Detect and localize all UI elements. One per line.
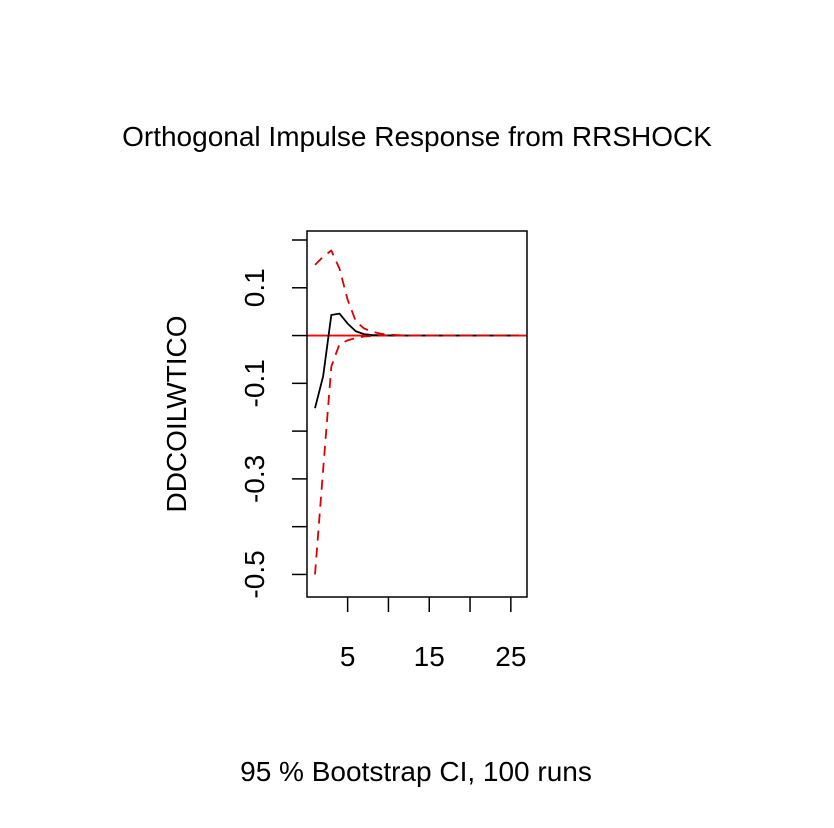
x-axis: 5 15 25 [340, 597, 526, 672]
plot-frame [306, 230, 528, 598]
y-tick-label: -0.1 [239, 359, 270, 407]
y-tick-label: -0.3 [239, 455, 270, 503]
lower-ci-line [314, 334, 519, 575]
upper-ci-line [314, 249, 519, 337]
y-axis-label: DDCOILWTICO [161, 315, 192, 512]
x-tick-label: 15 [414, 641, 445, 672]
chart-title: Orthogonal Impulse Response from RRSHOCK [122, 121, 712, 152]
y-axis: -0.5 -0.3 -0.1 0.1 [239, 239, 307, 599]
impulse-response-line [314, 312, 519, 409]
plot-area [306, 230, 528, 598]
x-tick-label: 5 [340, 641, 356, 672]
y-tick-label: -0.5 [239, 550, 270, 598]
y-tick-label: 0.1 [239, 268, 270, 307]
chart-subtitle: 95 % Bootstrap CI, 100 runs [240, 756, 592, 787]
x-tick-label: 25 [495, 641, 526, 672]
